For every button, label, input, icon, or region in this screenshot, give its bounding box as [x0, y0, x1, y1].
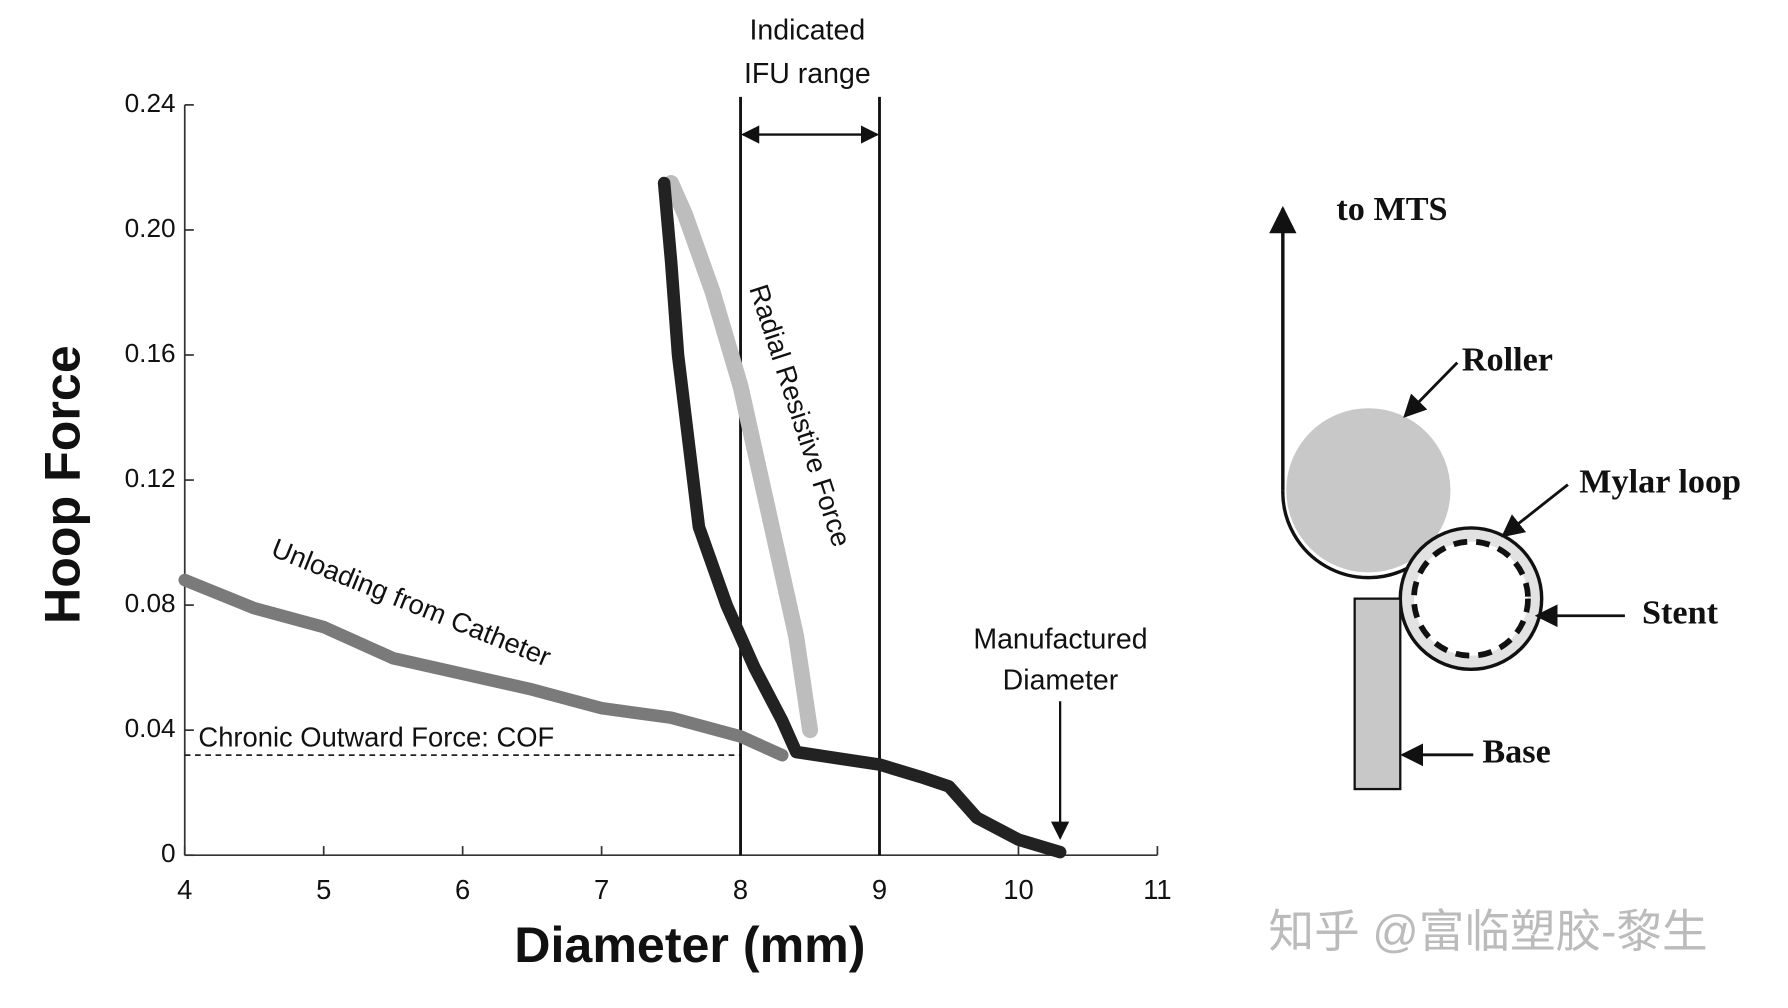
- base: [1353, 597, 1402, 791]
- curve: [663, 175, 819, 739]
- stent: [1411, 538, 1531, 659]
- x-tick-label: 11: [1143, 874, 1171, 905]
- x-tick-label: 6: [455, 874, 470, 905]
- y-tick-label: 0.16: [125, 338, 176, 368]
- manufactured-label: Manufactured: [973, 623, 1147, 655]
- x-tick-label: 9: [872, 874, 887, 905]
- ifu-label: IFU range: [744, 58, 871, 90]
- cof-label: Chronic Outward Force: COF: [198, 721, 554, 752]
- y-tick-label: 0.04: [125, 713, 176, 743]
- x-axis-title: Diameter (mm): [514, 917, 865, 973]
- diagram-label: Stent: [1642, 595, 1719, 632]
- pointer: [1403, 361, 1459, 418]
- roller: [1286, 408, 1451, 573]
- x-tick-label: 5: [316, 874, 331, 905]
- diagram-label: Base: [1482, 734, 1550, 771]
- manufactured-label: Diameter: [1003, 664, 1119, 696]
- x-tick-label: 7: [594, 874, 609, 905]
- watermark: 知乎 @富临塑胶-黎生: [1269, 906, 1708, 957]
- y-tick-label: 0.20: [125, 213, 176, 243]
- x-tick-label: 4: [177, 874, 192, 905]
- diagram-label: to MTS: [1336, 191, 1447, 228]
- x-tick-label: 8: [733, 874, 748, 905]
- curve: [178, 573, 789, 762]
- y-tick-label: 0.12: [125, 463, 176, 493]
- y-tick-label: 0.08: [125, 588, 176, 618]
- ifu-label: Indicated: [750, 14, 866, 46]
- curve: [657, 176, 1067, 859]
- y-tick-label: 0: [161, 838, 176, 868]
- mylar-strip: [1281, 490, 1415, 580]
- curve-label: Unloading from Catheter: [267, 532, 555, 672]
- pointer: [1501, 483, 1569, 538]
- y-tick-label: 0.24: [125, 88, 176, 118]
- diagram-label: Mylar loop: [1579, 463, 1741, 500]
- y-axis-title: Hoop Force: [34, 345, 90, 624]
- test-fixture-diagram: [1269, 205, 1625, 791]
- x-tick-label: 10: [1003, 874, 1033, 905]
- diagram-label: Roller: [1462, 341, 1553, 378]
